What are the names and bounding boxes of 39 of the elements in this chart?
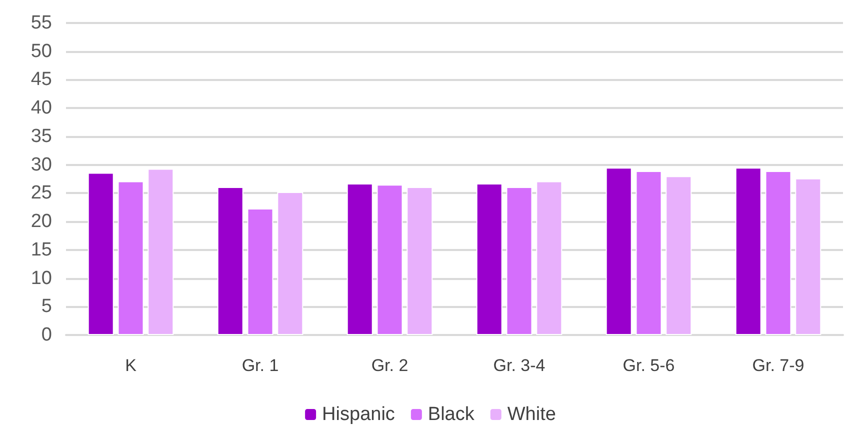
y-tick-label: 15 bbox=[30, 239, 52, 260]
legend-label: Hispanic bbox=[322, 404, 395, 425]
bar bbox=[376, 184, 403, 335]
legend-label: White bbox=[507, 404, 556, 425]
y-tick-label: 30 bbox=[30, 154, 52, 176]
x-tick-label: Gr. 5-6 bbox=[622, 356, 675, 375]
bar bbox=[536, 181, 562, 335]
y-tick-label: 0 bbox=[41, 324, 52, 346]
bar bbox=[476, 184, 502, 335]
x-tick-label: K bbox=[125, 356, 138, 375]
y-tick-label: 10 bbox=[30, 268, 52, 289]
x-tick-label: Gr. 1 bbox=[242, 356, 279, 375]
y-tick-label: 45 bbox=[30, 69, 52, 90]
legend-label: Black bbox=[428, 404, 475, 425]
x-tick-label: Gr. 3-4 bbox=[493, 356, 546, 375]
bar bbox=[406, 186, 433, 335]
y-tick-label: 25 bbox=[30, 182, 52, 204]
bar bbox=[148, 168, 174, 335]
bar bbox=[765, 171, 792, 335]
bar bbox=[506, 186, 532, 335]
y-tick-label: 50 bbox=[30, 40, 52, 62]
y-tick-label: 55 bbox=[30, 12, 52, 34]
bar bbox=[88, 172, 114, 335]
y-tick-label: 5 bbox=[41, 296, 52, 318]
bar bbox=[277, 192, 304, 335]
bar bbox=[606, 168, 632, 335]
bar bbox=[735, 168, 762, 335]
bar bbox=[118, 181, 144, 335]
bar bbox=[666, 176, 692, 335]
x-tick-label: Gr. 2 bbox=[371, 356, 408, 375]
bar bbox=[346, 184, 373, 335]
bar bbox=[636, 171, 662, 335]
y-tick-label: 35 bbox=[30, 126, 52, 147]
bar bbox=[217, 186, 244, 335]
y-tick-label: 40 bbox=[30, 98, 52, 119]
x-tick-label: Gr. 7-9 bbox=[752, 356, 804, 375]
y-tick-label: 20 bbox=[30, 211, 52, 232]
bar bbox=[795, 178, 822, 335]
bar bbox=[247, 208, 274, 335]
